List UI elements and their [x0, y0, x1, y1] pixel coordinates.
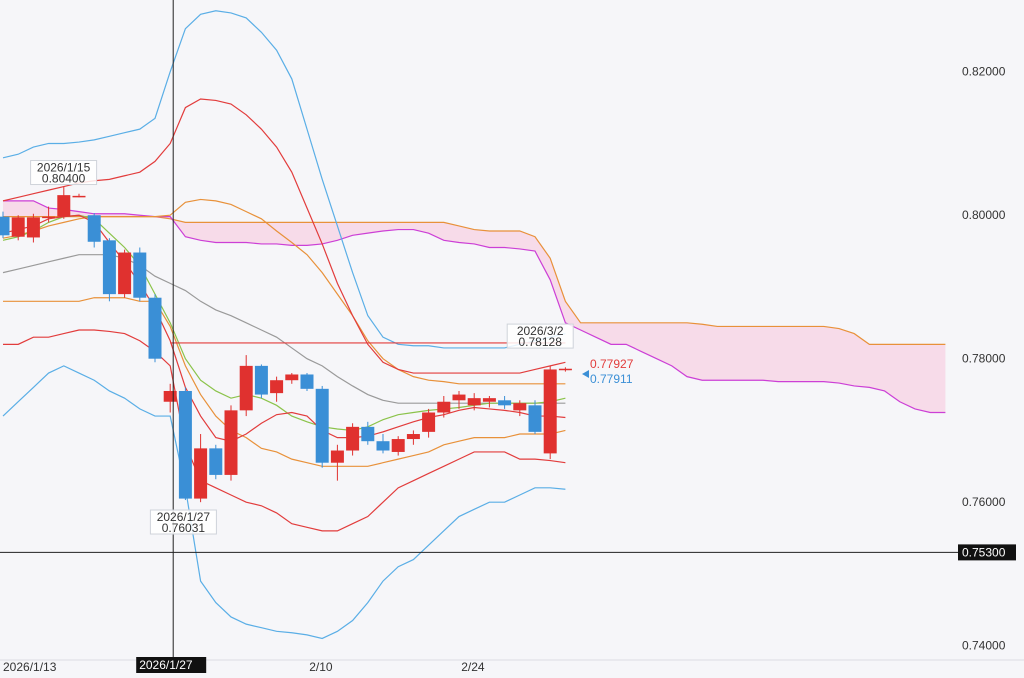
last-value-label: 0.77911: [590, 372, 633, 386]
indicator-line-1: [3, 329, 566, 532]
crosshair-price-badge: [958, 544, 1016, 561]
price-axis-panel: [955, 0, 1024, 678]
indicator-line-3: [2, 254, 566, 404]
y-tick-label: 0.78000: [962, 352, 1006, 366]
indicator-line-6: [2, 10, 566, 349]
candle-body: [452, 394, 466, 401]
annotation-date: 2026/1/27: [157, 510, 211, 524]
candle-body: [422, 412, 436, 432]
annotation-value: 0.78128: [519, 335, 563, 349]
crosshair-date-badge: [136, 657, 207, 673]
indicator-line-7: [2, 214, 566, 432]
candle-body: [467, 398, 481, 406]
candle-body: [163, 390, 177, 402]
last-value-label: 0.77927: [590, 357, 634, 371]
annotation-value: 0.80400: [42, 172, 86, 186]
candle-body: [391, 439, 405, 452]
candle-body: [26, 217, 40, 238]
annotation-date: 2026/3/2: [517, 324, 564, 338]
candle-body: [513, 403, 527, 411]
candle-body: [57, 195, 71, 217]
annotation-box: [506, 323, 574, 349]
indicator-line-8: [2, 214, 566, 442]
candle-body: [498, 400, 512, 406]
candle-body: [224, 410, 238, 475]
candle-body: [133, 252, 147, 298]
ichimoku-cloud: [3, 200, 946, 413]
candle-body: [239, 365, 253, 411]
x-tick-label: 2026/1/13: [3, 660, 57, 674]
y-tick-label: 0.74000: [962, 639, 1006, 653]
candle-body: [558, 368, 572, 371]
candle-body: [11, 217, 25, 237]
candle-body: [406, 434, 420, 440]
indicator-line-0: [2, 365, 566, 640]
y-tick-label: 0.76000: [962, 495, 1006, 509]
candle-body: [0, 216, 10, 236]
candle-body: [285, 374, 299, 381]
y-tick-label: 0.82000: [962, 65, 1006, 79]
candle-body: [194, 448, 208, 499]
candle-body: [361, 426, 375, 442]
crosshair-date-text: 2026/1/27: [139, 658, 193, 672]
candle-body: [437, 401, 451, 413]
indicator-line-2: [3, 297, 566, 467]
annotation-value: 0.76031: [162, 521, 206, 535]
candle-body: [270, 380, 284, 394]
y-tick-label: 0.80000: [962, 208, 1006, 222]
candle-body: [148, 297, 162, 359]
candle-body: [300, 374, 314, 389]
senkou-span-a-line: [3, 216, 946, 345]
candle-body: [315, 388, 329, 463]
candle-body: [102, 240, 116, 295]
candle-body: [72, 195, 86, 198]
candle-body: [178, 390, 192, 499]
annotation-box: [30, 160, 98, 186]
candle-body: [482, 398, 496, 402]
candle-body: [42, 216, 56, 219]
candle-body: [209, 448, 223, 475]
candle-body: [376, 441, 390, 451]
x-tick-label: 2/24: [461, 660, 485, 674]
candle-body: [346, 426, 360, 451]
crosshair-price-text: 0.75300: [962, 545, 1006, 559]
candle-body: [118, 252, 132, 295]
last-price-marker-icon: [582, 370, 589, 378]
candle-body: [528, 405, 542, 432]
annotation-date: 2026/1/15: [37, 161, 91, 175]
candle-body: [87, 215, 101, 242]
annotation-box: [149, 509, 217, 535]
candle-body: [543, 369, 557, 454]
candle-body: [254, 365, 268, 395]
x-tick-label: 2/10: [309, 660, 333, 674]
candle-body: [330, 450, 344, 463]
